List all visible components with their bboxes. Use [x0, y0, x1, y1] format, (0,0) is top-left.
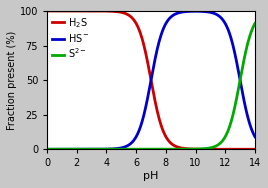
HS$^-$ [46, 148, 49, 150]
HS$^-$ [253, 136, 256, 138]
Line: H$_2$S: H$_2$S [47, 11, 255, 149]
H$_2$S [247, 148, 251, 150]
HS$^-$ [141, 118, 144, 121]
H$_2$S [253, 148, 256, 150]
HS$^-$ [247, 120, 251, 123]
H$_2$S [46, 10, 49, 12]
HS$^-$ [194, 10, 197, 12]
HS$^-$ [209, 11, 213, 14]
S$^{2-}$ [141, 148, 144, 150]
S$^{2-}$ [56, 148, 59, 150]
S$^{2-}$ [253, 22, 256, 25]
H$_2$S [141, 39, 144, 42]
Line: HS$^-$: HS$^-$ [47, 11, 255, 149]
HS$^-$ [147, 94, 150, 96]
Y-axis label: Fraction present (%): Fraction present (%) [7, 30, 17, 130]
H$_2$S [147, 64, 150, 66]
S$^{2-}$ [46, 148, 49, 150]
S$^{2-}$ [209, 147, 212, 149]
S$^{2-}$ [247, 38, 250, 41]
Line: S$^{2-}$: S$^{2-}$ [47, 24, 255, 149]
HS$^-$ [56, 148, 59, 150]
H$_2$S [209, 148, 212, 150]
HS$^-$ [247, 120, 251, 122]
S$^{2-}$ [247, 38, 251, 40]
H$_2$S [247, 148, 250, 150]
H$_2$S [56, 10, 59, 12]
Legend: H$_2$S, HS$^-$, S$^{2-}$: H$_2$S, HS$^-$, S$^{2-}$ [50, 14, 91, 62]
X-axis label: pH: pH [143, 171, 159, 181]
S$^{2-}$ [147, 148, 150, 150]
